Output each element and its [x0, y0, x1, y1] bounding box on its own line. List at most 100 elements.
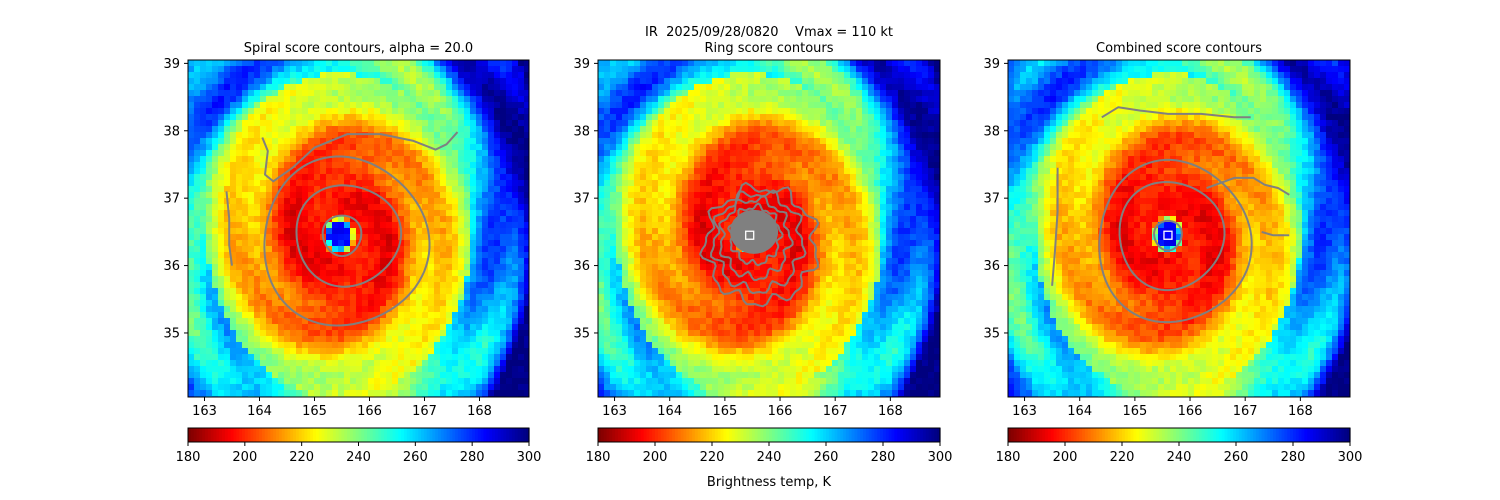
colorbar-swatch	[922, 428, 927, 442]
colorbar-swatch	[1062, 428, 1066, 442]
colorbar-swatch	[854, 428, 858, 442]
colorbar-swatch	[1338, 428, 1343, 442]
colorbar-swatch	[273, 428, 277, 442]
y-tick-label: 35	[163, 326, 180, 341]
colorbar-swatch	[686, 428, 690, 442]
colorbar-swatch	[418, 428, 422, 442]
y-tick-label: 36	[573, 259, 590, 274]
contour-line	[261, 131, 459, 183]
score-contours	[225, 131, 459, 327]
contour-line	[1101, 106, 1251, 119]
colorbar-swatch	[677, 428, 682, 442]
colorbar-swatch	[811, 428, 816, 442]
colorbar-swatch	[315, 428, 320, 442]
colorbar-swatch	[814, 428, 819, 442]
x-tick-label: 165	[712, 404, 737, 419]
colorbar-swatch	[355, 428, 360, 442]
colorbar-swatch	[310, 428, 314, 442]
colorbar-swatch	[1184, 428, 1189, 442]
colorbar-swatch	[828, 428, 833, 442]
y-tick-label: 39	[983, 57, 1000, 72]
colorbar-tick-label: 180	[586, 450, 611, 465]
colorbar-swatch	[1099, 428, 1103, 442]
colorbar-swatch	[1284, 428, 1288, 442]
colorbar-swatch	[1176, 428, 1180, 442]
x-tick-label: 164	[657, 404, 682, 419]
colorbar-swatch	[489, 428, 493, 442]
colorbar-swatch	[1110, 428, 1115, 442]
colorbar-swatch	[1022, 428, 1026, 442]
colorbar-swatch	[188, 428, 192, 442]
colorbar-swatch	[1264, 428, 1268, 442]
colorbar-swatch	[492, 428, 496, 442]
panel-spiral: Spiral score contours, alpha = 20.0 163 1…	[163, 41, 541, 465]
colorbar-swatch	[1013, 428, 1018, 442]
colorbar-swatch	[1159, 428, 1163, 442]
colorbar-swatch	[256, 428, 260, 442]
x-tick-label: 168	[878, 404, 903, 419]
colorbar-swatch	[837, 428, 841, 442]
colorbar-swatch	[769, 428, 773, 442]
colorbar-swatch	[1082, 428, 1086, 442]
colorbar-swatch	[381, 428, 385, 442]
colorbar-swatch	[897, 428, 901, 442]
colorbar-swatch	[760, 428, 764, 442]
colorbar-swatch	[1130, 428, 1134, 442]
colorbar-label: Brightness temp, K	[707, 475, 832, 490]
colorbar-swatch	[1250, 428, 1254, 442]
colorbar-swatch	[626, 428, 630, 442]
colorbar-swatch	[372, 428, 377, 442]
colorbar-swatch	[1244, 428, 1248, 442]
colorbar-swatch	[241, 428, 246, 442]
colorbar-swatch	[352, 428, 357, 442]
colorbar-swatch	[826, 428, 830, 442]
colorbar-swatch	[290, 428, 294, 442]
colorbar-swatch	[1042, 428, 1046, 442]
colorbar-swatch	[1104, 428, 1109, 442]
colorbar-tick-label: 180	[176, 450, 201, 465]
panel-ring: Ring score contours 163 164 165 166 167 168 35…	[573, 41, 952, 490]
colorbar-swatch	[239, 428, 243, 442]
colorbar-swatch	[737, 428, 742, 442]
colorbar-swatch	[435, 428, 439, 442]
colorbar-swatch	[1093, 428, 1097, 442]
x-tick-label: 165	[1122, 404, 1147, 419]
x-tick-label: 168	[1288, 404, 1313, 419]
colorbar-swatch	[287, 428, 291, 442]
colorbar-swatch	[669, 428, 673, 442]
colorbar-tick-label: 300	[517, 450, 542, 465]
colorbar-tick-label: 200	[1053, 450, 1078, 465]
colorbar-tick-label: 180	[996, 450, 1021, 465]
colorbar-swatch	[483, 428, 487, 442]
colorbar-swatch	[202, 428, 206, 442]
colorbar-swatch	[888, 428, 893, 442]
colorbar-swatch	[506, 428, 510, 442]
colorbar-swatch	[298, 428, 303, 442]
colorbar-swatch	[771, 428, 776, 442]
colorbar-swatch	[1278, 428, 1283, 442]
colorbar-swatch	[617, 428, 622, 442]
colorbar-swatch	[1230, 428, 1234, 442]
colorbar-tick-label: 260	[403, 450, 428, 465]
colorbar-swatch	[900, 428, 904, 442]
colorbar-swatch	[1170, 428, 1174, 442]
y-tick-label: 38	[573, 124, 590, 139]
y-tick-label: 35	[573, 326, 590, 341]
colorbar-swatch	[1344, 428, 1348, 442]
contour-line	[263, 155, 431, 327]
colorbar-swatch	[472, 428, 476, 442]
colorbar-swatch	[1076, 428, 1080, 442]
colorbar-swatch	[1008, 428, 1012, 442]
colorbar-swatch	[1261, 428, 1266, 442]
colorbar-swatch	[840, 428, 844, 442]
colorbar-swatch	[817, 428, 821, 442]
colorbar-swatch	[831, 428, 836, 442]
colorbar-swatch	[295, 428, 300, 442]
colorbar-swatch	[712, 428, 716, 442]
colorbar-tick-label: 300	[928, 450, 953, 465]
colorbar-swatch	[731, 428, 736, 442]
colorbar-swatch	[1190, 428, 1194, 442]
colorbar: 180 200 220 240 260 280 300	[996, 427, 1362, 465]
colorbar-swatch	[1087, 428, 1092, 442]
colorbar-swatch	[697, 428, 702, 442]
